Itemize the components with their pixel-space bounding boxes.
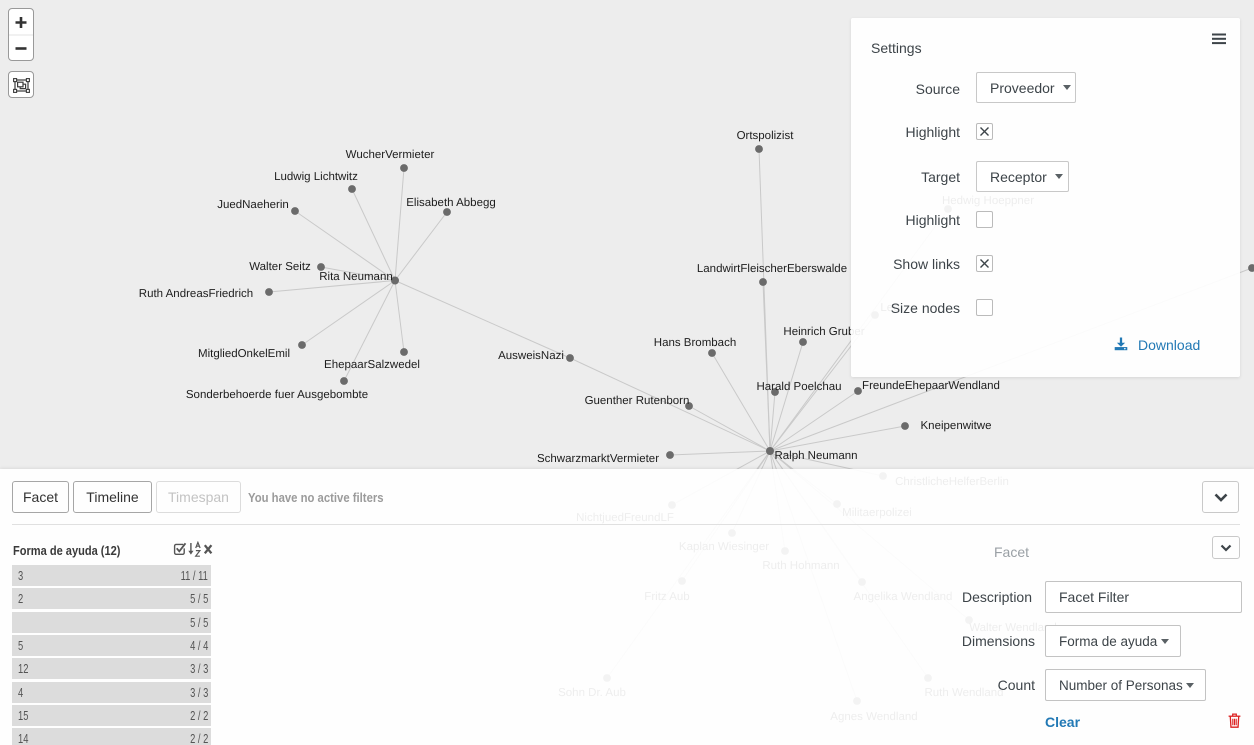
svg-text:Ruth AndreasFriedrich: Ruth AndreasFriedrich (139, 288, 253, 300)
svg-text:Guenther Rutenborn: Guenther Rutenborn (585, 395, 690, 407)
svg-text:EhepaarSalzwedel: EhepaarSalzwedel (324, 359, 420, 371)
svg-text:AusweisNazi: AusweisNazi (498, 350, 564, 362)
svg-text:Elisabeth Abbegg: Elisabeth Abbegg (406, 197, 496, 209)
svg-text:JuedNaeherin: JuedNaeherin (217, 199, 289, 211)
svg-text:LandwirtFleischerEberswalde: LandwirtFleischerEberswalde (697, 263, 847, 275)
svg-text:Kneipenwitwe: Kneipenwitwe (921, 420, 992, 432)
svg-text:Hans Brombach: Hans Brombach (654, 337, 736, 349)
svg-text:Ludwig Lichtwitz: Ludwig Lichtwitz (274, 171, 358, 183)
svg-text:Ortspolizist: Ortspolizist (737, 130, 795, 142)
svg-text:Ralph Neumann: Ralph Neumann (774, 450, 857, 462)
svg-text:Harald Poelchau: Harald Poelchau (756, 381, 841, 393)
svg-text:MitgliedOnkelEmil: MitgliedOnkelEmil (198, 348, 290, 360)
svg-text:Sonderbehoerde fuer Ausgebombt: Sonderbehoerde fuer Ausgebombte (186, 389, 368, 401)
svg-text:FreundeEhepaarWendland: FreundeEhepaarWendland (862, 380, 1000, 392)
svg-text:WucherVermieter: WucherVermieter (346, 149, 435, 161)
svg-text:Rita Neumann: Rita Neumann (319, 271, 393, 283)
svg-text:Walter Seitz: Walter Seitz (249, 261, 311, 273)
svg-text:SchwarzmarktVermieter: SchwarzmarktVermieter (537, 453, 659, 465)
svg-text:Heinrich Gruber: Heinrich Gruber (783, 326, 864, 338)
